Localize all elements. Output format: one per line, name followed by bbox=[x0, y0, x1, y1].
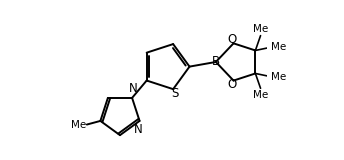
Text: B: B bbox=[212, 56, 220, 68]
Text: Me: Me bbox=[253, 24, 268, 34]
Text: Me: Me bbox=[253, 90, 268, 100]
Text: O: O bbox=[228, 33, 237, 46]
Text: N: N bbox=[134, 123, 143, 136]
Text: N: N bbox=[129, 82, 138, 95]
Text: Me: Me bbox=[71, 120, 86, 130]
Text: Me: Me bbox=[271, 42, 286, 52]
Text: Me: Me bbox=[271, 72, 286, 82]
Text: O: O bbox=[228, 78, 237, 91]
Text: S: S bbox=[171, 87, 178, 100]
